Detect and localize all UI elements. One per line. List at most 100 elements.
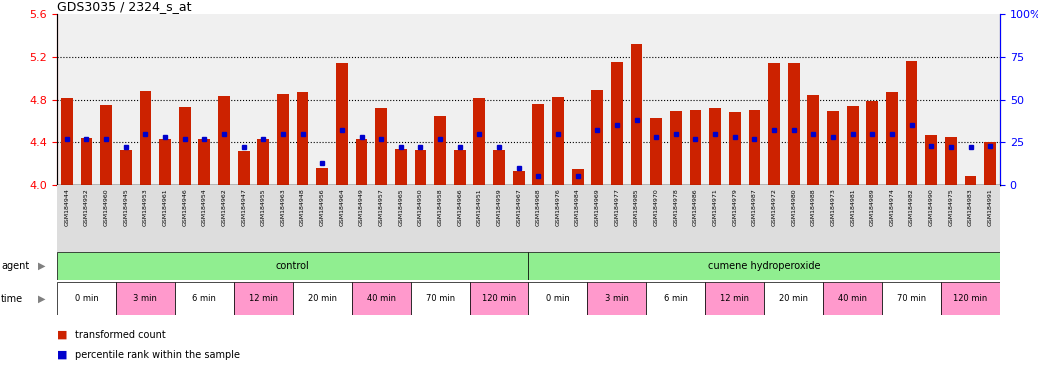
Bar (886, 92, 898, 185)
Text: GSM184965: GSM184965 (399, 188, 404, 226)
Text: GSM184984: GSM184984 (575, 188, 580, 226)
Text: GSM184980: GSM184980 (791, 188, 796, 226)
Bar (293, 282, 352, 315)
Bar (631, 44, 643, 185)
Bar (748, 110, 760, 185)
Text: GSM184954: GSM184954 (201, 188, 207, 226)
Text: GSM184981: GSM184981 (850, 188, 855, 226)
Bar (808, 95, 819, 185)
Bar (174, 282, 234, 315)
Bar (945, 137, 957, 185)
Bar (61, 98, 73, 185)
Bar (411, 282, 469, 315)
Bar (394, 149, 407, 185)
Bar (572, 169, 583, 185)
Bar (650, 118, 662, 185)
Bar (119, 150, 132, 185)
Bar (57, 252, 528, 280)
Bar (588, 282, 647, 315)
Bar (847, 106, 858, 185)
Text: 20 min: 20 min (780, 294, 809, 303)
Bar (729, 113, 741, 185)
Bar (116, 282, 174, 315)
Bar (764, 282, 823, 315)
Text: agent: agent (1, 261, 29, 271)
Text: GSM184950: GSM184950 (418, 188, 422, 226)
Text: GSM184988: GSM184988 (811, 188, 816, 226)
Text: GSM184944: GSM184944 (64, 188, 70, 226)
Text: 20 min: 20 min (307, 294, 336, 303)
Text: transformed count: transformed count (75, 330, 165, 340)
Text: time: time (1, 293, 23, 303)
Text: GSM184972: GSM184972 (771, 188, 776, 226)
Bar (823, 282, 882, 315)
Text: GSM184975: GSM184975 (949, 188, 953, 226)
Bar (352, 282, 411, 315)
Bar (768, 63, 780, 185)
Text: GSM184962: GSM184962 (221, 188, 226, 226)
Bar (179, 107, 191, 185)
Text: GSM184985: GSM184985 (634, 188, 639, 226)
Text: GSM184987: GSM184987 (752, 188, 757, 226)
Text: GSM184990: GSM184990 (929, 188, 934, 226)
Bar (882, 282, 941, 315)
Bar (473, 98, 486, 185)
Text: GSM184961: GSM184961 (163, 188, 167, 226)
Text: GSM184964: GSM184964 (339, 188, 345, 226)
Text: GSM184991: GSM184991 (988, 188, 992, 226)
Text: GSM184955: GSM184955 (261, 188, 266, 226)
Bar (689, 110, 702, 185)
Text: GSM184945: GSM184945 (124, 188, 129, 226)
Bar (336, 63, 348, 185)
Text: ■: ■ (57, 350, 67, 360)
Text: 40 min: 40 min (838, 294, 867, 303)
Text: 70 min: 70 min (897, 294, 926, 303)
Bar (552, 98, 564, 185)
Text: ■: ■ (57, 330, 67, 340)
Bar (827, 111, 839, 185)
Text: GSM184983: GSM184983 (968, 188, 973, 226)
Bar (234, 282, 293, 315)
Text: GSM184948: GSM184948 (300, 188, 305, 226)
Text: GSM184971: GSM184971 (713, 188, 717, 226)
Text: 12 min: 12 min (720, 294, 749, 303)
Text: 12 min: 12 min (249, 294, 278, 303)
Text: 6 min: 6 min (192, 294, 216, 303)
Text: GSM184949: GSM184949 (359, 188, 364, 226)
Text: GSM184978: GSM184978 (674, 188, 679, 226)
Text: GSM184958: GSM184958 (438, 188, 442, 226)
Bar (513, 171, 524, 185)
Text: GSM184989: GSM184989 (870, 188, 875, 226)
Text: GSM184959: GSM184959 (496, 188, 501, 226)
Bar (788, 63, 799, 185)
Text: GSM184963: GSM184963 (280, 188, 285, 226)
Bar (297, 92, 308, 185)
Bar (356, 139, 367, 185)
Bar (925, 135, 937, 185)
Bar (139, 91, 152, 185)
Text: GDS3035 / 2324_s_at: GDS3035 / 2324_s_at (57, 0, 191, 13)
Bar (57, 282, 116, 315)
Bar (709, 108, 721, 185)
Bar (528, 282, 588, 315)
Text: GSM184982: GSM184982 (909, 188, 914, 226)
Text: GSM184973: GSM184973 (830, 188, 836, 226)
Bar (257, 139, 269, 185)
Bar (434, 116, 446, 185)
Bar (532, 104, 544, 185)
Bar (277, 94, 289, 185)
Bar (906, 61, 918, 185)
Text: GSM184956: GSM184956 (320, 188, 325, 226)
Bar (984, 142, 996, 185)
Text: GSM184977: GSM184977 (614, 188, 620, 226)
Text: 120 min: 120 min (954, 294, 987, 303)
Text: GSM184953: GSM184953 (143, 188, 147, 226)
Bar (867, 101, 878, 185)
Text: cumene hydroperoxide: cumene hydroperoxide (708, 261, 820, 271)
Text: GSM184947: GSM184947 (241, 188, 246, 226)
Text: 3 min: 3 min (134, 294, 158, 303)
Bar (670, 111, 682, 185)
Text: GSM184967: GSM184967 (516, 188, 521, 226)
Bar (198, 139, 211, 185)
Bar (159, 139, 171, 185)
